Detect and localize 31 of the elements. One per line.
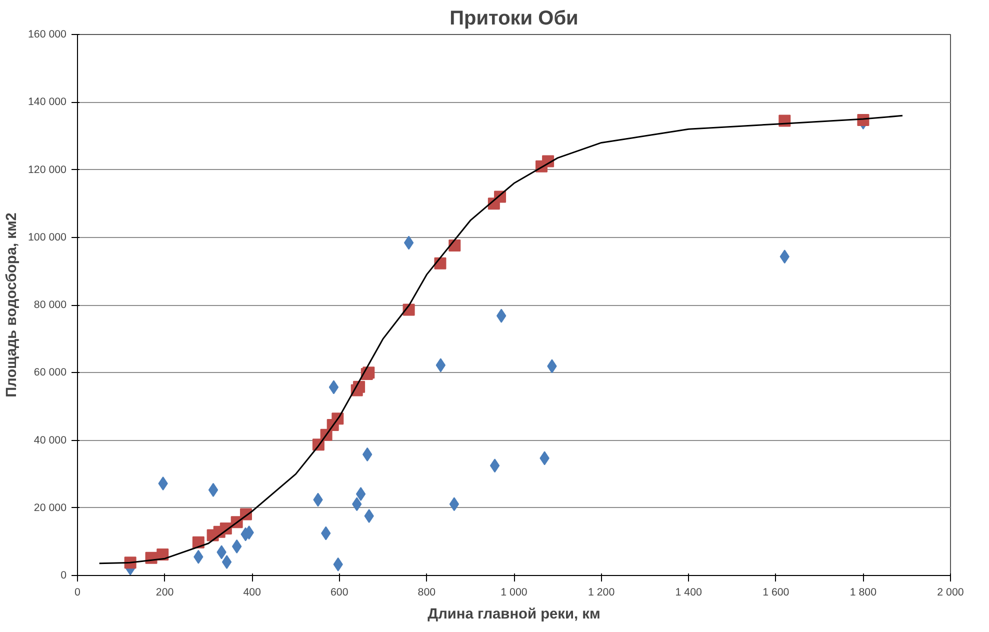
x-tick-label: 1 400 xyxy=(675,586,702,598)
y-tick-label: 80 000 xyxy=(34,299,67,311)
y-tick-label: 140 000 xyxy=(28,96,67,108)
x-tick-label: 800 xyxy=(418,586,436,598)
x-tick-label: 1 800 xyxy=(850,586,877,598)
y-tick-label: 160 000 xyxy=(28,28,67,40)
x-axis-title: Длина главной реки, км xyxy=(428,606,600,622)
point xyxy=(328,380,339,394)
x-tick-label: 1 000 xyxy=(500,586,528,598)
point xyxy=(222,554,232,569)
y-tick-label: 60 000 xyxy=(34,366,67,379)
x-tick-label: 400 xyxy=(243,586,262,598)
y-tick-label: 120 000 xyxy=(28,164,67,176)
y-tick-label: 0 xyxy=(60,570,67,582)
point xyxy=(232,539,242,554)
x-tick-label: 1 200 xyxy=(588,586,615,598)
x-tick-label: 0 xyxy=(74,586,81,598)
point xyxy=(404,236,414,250)
point xyxy=(490,458,500,473)
x-tick-label: 600 xyxy=(330,586,348,598)
y-tick-label: 40 000 xyxy=(34,434,67,446)
x-tick-label: 1 600 xyxy=(762,586,790,598)
point xyxy=(356,487,366,502)
point xyxy=(208,482,218,497)
point xyxy=(449,497,460,512)
x-tick-label: 200 xyxy=(156,586,174,598)
y-tick-label: 100 000 xyxy=(28,231,67,244)
chart-title: Притоки Оби xyxy=(450,8,578,30)
y-tick-label: 20 000 xyxy=(34,502,67,514)
x-tick-label: 2 000 xyxy=(937,586,964,598)
y-axis-title: Площадь водосбора, км2 xyxy=(4,212,20,398)
